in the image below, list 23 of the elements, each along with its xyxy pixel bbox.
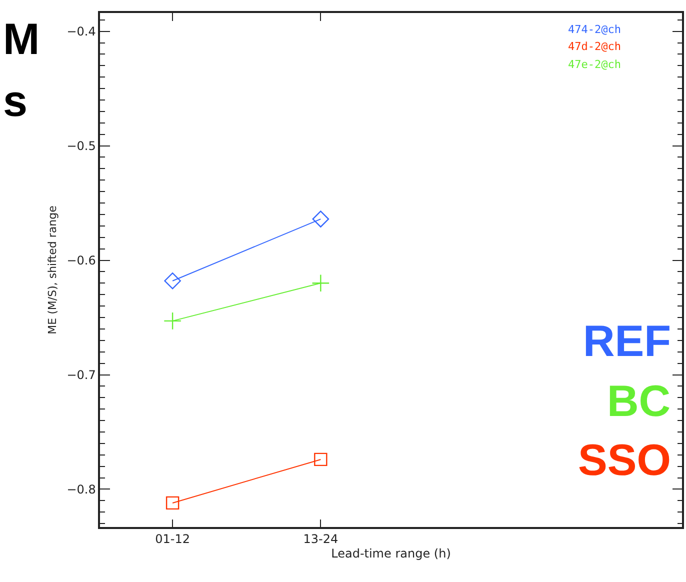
point xyxy=(166,496,180,510)
point xyxy=(312,210,330,228)
annotation: SSO xyxy=(578,436,671,485)
text: 474-2@ch xyxy=(568,23,621,36)
x-axis-title: Lead-time range (h) xyxy=(331,546,451,561)
y-tick-label: −0.5 xyxy=(66,138,96,153)
x-tick-label: 01-12 xyxy=(155,532,190,546)
text: s xyxy=(3,77,28,126)
y-tick-label: −0.6 xyxy=(66,253,96,268)
annotation: REF xyxy=(583,317,671,366)
text: 47d-2@ch xyxy=(568,40,621,53)
point xyxy=(164,312,182,330)
point xyxy=(314,452,328,466)
point xyxy=(312,274,330,292)
y-tick-label: −0.4 xyxy=(66,24,96,39)
x-tick-label: 13-24 xyxy=(303,532,338,546)
y-axis-title: ME (M/S), shifted range xyxy=(46,205,59,334)
point xyxy=(164,272,181,290)
text: 47e-2@ch xyxy=(568,58,621,71)
text: M xyxy=(3,15,40,64)
y-tick-label: −0.7 xyxy=(66,368,96,382)
annotation: BC xyxy=(607,377,671,426)
y-tick-label: −0.8 xyxy=(66,482,96,496)
